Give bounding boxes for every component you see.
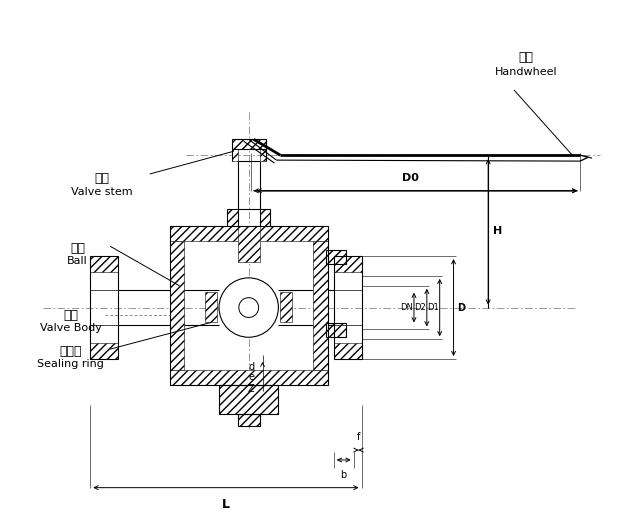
- Text: 阀杆: 阀杆: [95, 172, 110, 186]
- Bar: [326, 250, 346, 264]
- Bar: [227, 209, 238, 227]
- Bar: [90, 256, 118, 272]
- Text: D: D: [458, 303, 466, 313]
- Text: Sealing ring: Sealing ring: [37, 359, 104, 369]
- Text: b: b: [341, 470, 347, 480]
- Text: f: f: [357, 432, 360, 442]
- Bar: [232, 149, 238, 161]
- Text: L: L: [222, 497, 230, 511]
- Bar: [326, 323, 346, 337]
- Text: Valve Body: Valve Body: [40, 323, 102, 334]
- Bar: [232, 139, 265, 149]
- Circle shape: [219, 278, 279, 337]
- Text: D1: D1: [427, 303, 439, 312]
- Bar: [169, 370, 328, 385]
- Bar: [238, 227, 260, 262]
- Text: 密封圈: 密封圈: [59, 345, 82, 358]
- Text: DN: DN: [400, 303, 413, 312]
- Text: e: e: [248, 372, 255, 382]
- Bar: [238, 414, 260, 426]
- Text: d: d: [248, 362, 255, 372]
- Bar: [205, 292, 217, 322]
- Bar: [90, 343, 118, 359]
- Text: Handwheel: Handwheel: [494, 67, 557, 77]
- Bar: [281, 292, 292, 322]
- Text: D2: D2: [414, 303, 426, 312]
- Text: 手轮: 手轮: [518, 51, 533, 64]
- Text: Z: Z: [248, 384, 255, 394]
- Bar: [313, 241, 328, 370]
- Text: D0: D0: [401, 173, 418, 183]
- Bar: [169, 241, 185, 370]
- Bar: [260, 209, 270, 227]
- Bar: [219, 385, 279, 414]
- Text: Ball: Ball: [67, 256, 88, 266]
- Text: Valve stem: Valve stem: [71, 187, 133, 197]
- Text: 球体: 球体: [70, 242, 85, 255]
- Bar: [169, 227, 328, 241]
- Text: 阀体: 阀体: [63, 309, 78, 322]
- Bar: [334, 256, 362, 272]
- Text: H: H: [493, 226, 502, 236]
- Bar: [260, 149, 265, 161]
- Bar: [334, 343, 362, 359]
- Circle shape: [239, 298, 258, 318]
